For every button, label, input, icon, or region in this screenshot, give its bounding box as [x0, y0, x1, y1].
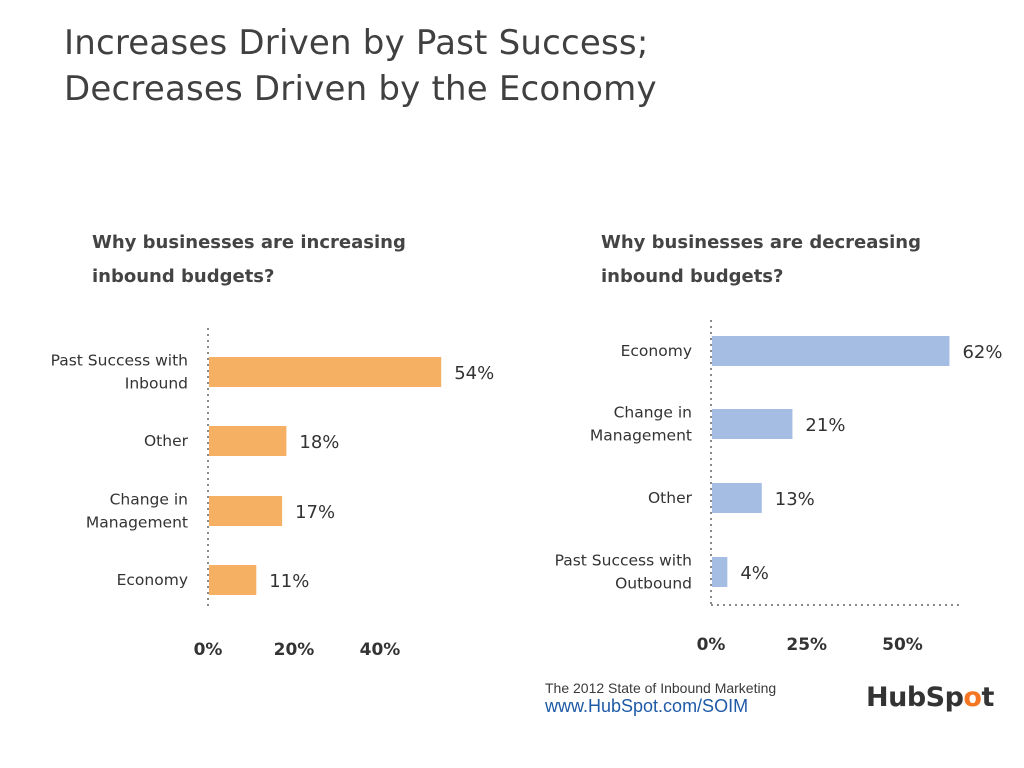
decrease-tick-label-1: 0%	[697, 635, 726, 655]
decrease-bar-3	[712, 483, 762, 513]
slide-title-line-2: Decreases Driven by the Economy	[64, 69, 657, 109]
increase-category-label-3-line-1: Change in	[110, 491, 188, 509]
decrease-bar-1	[712, 336, 950, 366]
decrease-value-label-4: 4%	[740, 563, 769, 584]
slide-title: Increases Driven by Past Success; Decrea…	[64, 20, 657, 112]
decrease-bar-2	[712, 409, 793, 439]
increase-category-label-2-line-1: Other	[144, 432, 189, 450]
decrease-category-label-3-line-1: Other	[648, 489, 693, 507]
increase-tick-label-3: 40%	[360, 640, 401, 660]
increase-chart-title-line-1: Why businesses are increasing	[92, 232, 406, 253]
slide-title-line-1: Increases Driven by Past Success;	[64, 23, 649, 63]
decrease-category-label-1-line-1: Economy	[621, 342, 692, 360]
increase-category-label-1-line-2: Inbound	[125, 375, 188, 393]
source-citation: The 2012 State of Inbound Marketing www.…	[545, 680, 776, 716]
decrease-chart-title-line-1: Why businesses are decreasing	[601, 232, 921, 253]
increase-category-label-3-line-2: Management	[86, 514, 188, 532]
increase-value-label-1: 54%	[454, 363, 494, 384]
decrease-value-label-1: 62%	[962, 342, 1002, 363]
logo-sprocket-o: o	[963, 682, 982, 713]
increase-tick-label-1: 0%	[194, 640, 223, 660]
increase-value-label-3: 17%	[295, 502, 335, 523]
increase-value-label-4: 11%	[269, 571, 309, 592]
increase-bar-2	[209, 426, 287, 456]
increase-bar-4	[209, 565, 257, 595]
increase-chart-title-line-2: inbound budgets?	[92, 266, 274, 287]
decrease-category-label-4-line-1: Past Success with	[555, 552, 692, 570]
increase-bar-3	[209, 496, 283, 526]
source-url[interactable]: www.HubSpot.com/SOIM	[545, 696, 749, 716]
increase-category-label-1-line-1: Past Success with	[51, 352, 188, 370]
decrease-value-label-3: 13%	[775, 489, 815, 510]
decrease-tick-label-3: 50%	[882, 635, 923, 655]
decrease-category-label-2-line-1: Change in	[614, 404, 692, 422]
decrease-bar-4	[712, 557, 728, 587]
decrease-value-label-2: 21%	[805, 415, 845, 436]
decrease-category-label-4-line-2: Outbound	[615, 575, 692, 593]
logo-text-end: t	[981, 682, 994, 713]
hubspot-logo: HubSpot	[866, 682, 994, 713]
increase-category-label-4-line-1: Economy	[117, 571, 188, 589]
decrease-chart-title-line-2: inbound budgets?	[601, 266, 783, 287]
source-report-name: The 2012 State of Inbound Marketing	[545, 680, 777, 696]
increase-bar-1	[209, 357, 442, 387]
increase-value-label-2: 18%	[299, 432, 339, 453]
decrease-category-label-2-line-2: Management	[590, 427, 692, 445]
decrease-tick-label-2: 25%	[786, 635, 827, 655]
logo-text-start: HubSp	[866, 682, 964, 713]
increase-tick-label-2: 20%	[274, 640, 315, 660]
